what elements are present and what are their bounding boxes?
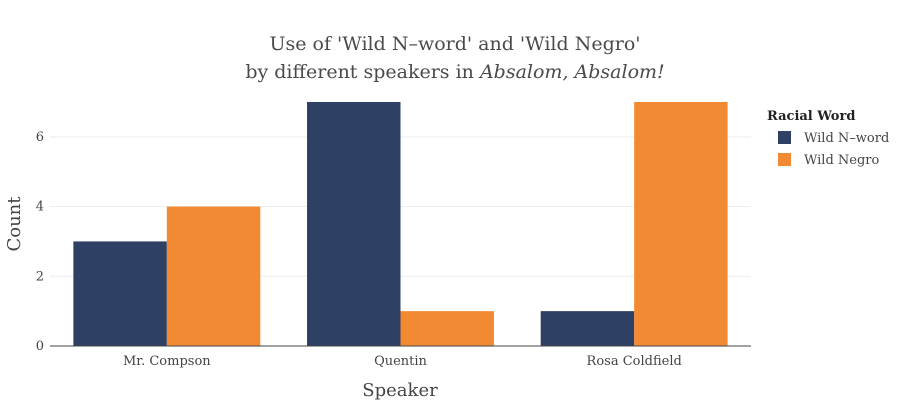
y-tick-label: 4 [36,200,44,215]
chart-title-line2-text: by different speakers in [245,61,480,83]
y-tick-label: 0 [36,339,44,354]
x-tick-label: Rosa Coldfield [587,354,682,369]
bar-0-0[interactable] [73,241,167,346]
bar-1-1[interactable] [400,311,494,346]
legend-items: Wild N–word Wild Negro [778,131,889,168]
chart-title-line2: by different speakers in Absalom, Absalo… [245,61,664,83]
chart-title-line1: Use of 'Wild N–word' and 'Wild Negro' [270,33,641,55]
y-tick-label: 2 [36,269,44,284]
bar-2-0[interactable] [540,311,635,346]
bars-group [73,101,728,346]
chart-title-line2-italic: Absalom, Absalom! [478,61,665,83]
legend-swatch[interactable] [778,131,791,144]
x-tick-label: Mr. Compson [123,354,211,369]
x-tick-label: Quentin [374,354,427,369]
x-axis-ticks: Mr. Compson Quentin Rosa Coldfield [123,354,682,369]
legend-swatch[interactable] [778,153,791,166]
legend-label[interactable]: Wild Negro [804,153,880,168]
y-tick-label: 6 [36,130,44,145]
y-axis-title: Count [4,196,25,252]
y-axis-ticks: 0 2 4 6 [36,130,44,354]
legend: Racial Word Wild N–word Wild Negro [767,109,889,168]
bar-0-1[interactable] [166,206,261,346]
x-axis-title: Speaker [362,380,438,400]
bar-1-0[interactable] [307,101,401,346]
bar-2-1[interactable] [634,101,728,346]
legend-title: Racial Word [767,109,855,124]
legend-label[interactable]: Wild N–word [804,131,889,146]
